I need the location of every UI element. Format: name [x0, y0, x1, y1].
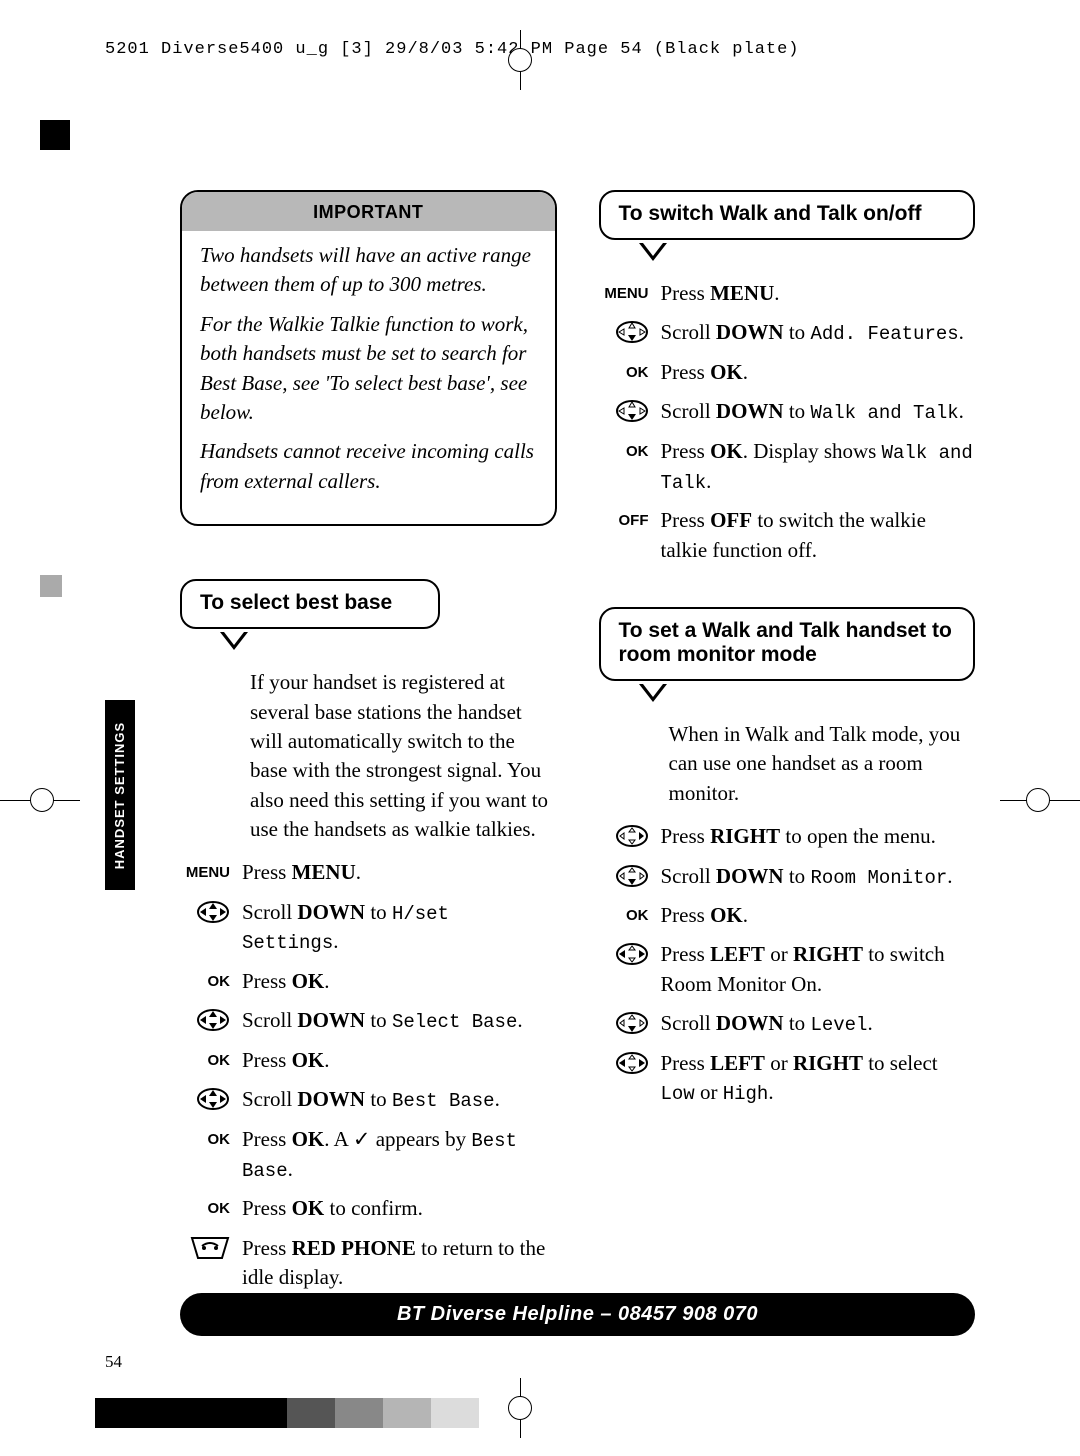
nav-icon: [196, 900, 230, 924]
left-column: IMPORTANT Two handsets will have an acti…: [180, 190, 557, 1302]
nav-icon: [615, 824, 649, 848]
heading-walk-talk: To switch Walk and Talk on/off: [599, 190, 976, 240]
pointer-icon: [639, 684, 667, 702]
menu-key: MENU: [604, 279, 648, 304]
menu-key: MENU: [186, 858, 230, 883]
ok-key: OK: [208, 1194, 231, 1219]
ok-key: OK: [626, 437, 649, 462]
ok-key: OK: [626, 901, 649, 926]
register-mark-left: [0, 770, 80, 830]
ok-key: OK: [626, 358, 649, 383]
section-tab: HANDSET SETTINGS: [105, 700, 135, 890]
nav-icon: [615, 942, 649, 966]
ok-key: OK: [208, 1125, 231, 1150]
nav-icon: [196, 1087, 230, 1111]
page-number: 54: [105, 1352, 122, 1372]
heading-select-base: To select best base: [180, 579, 440, 629]
nav-icon: [615, 864, 649, 888]
important-box: IMPORTANT Two handsets will have an acti…: [180, 190, 557, 526]
ok-key: OK: [208, 967, 231, 992]
important-banner: IMPORTANT: [182, 192, 555, 231]
color-bar: [95, 1398, 479, 1428]
ok-key: OK: [208, 1046, 231, 1071]
right-column: To switch Walk and Talk on/off MENU Pres…: [599, 190, 976, 1302]
heading-room-monitor: To set a Walk and Talk handset to room m…: [599, 607, 976, 681]
right-intro-2: When in Walk and Talk mode, you can use …: [669, 720, 976, 808]
left-intro: If your handset is registered at several…: [250, 668, 557, 844]
pointer-icon: [220, 632, 248, 650]
register-mark-bottom: [480, 1378, 560, 1438]
register-mark-top: [480, 30, 560, 90]
pointer-icon: [639, 243, 667, 261]
footer-helpline: BT Diverse Helpline – 08457 908 070: [180, 1293, 975, 1336]
print-header: 5201 Diverse5400 u_g [3] 29/8/03 5:42 PM…: [105, 40, 800, 59]
nav-icon: [615, 1011, 649, 1035]
crop-mark-grey: [40, 575, 62, 597]
off-key: OFF: [619, 506, 649, 531]
nav-icon: [196, 1008, 230, 1032]
right-steps-1: MENU Press MENU. Scroll DOWN to Add. Fea…: [599, 279, 976, 565]
important-body: Two handsets will have an active range b…: [182, 231, 555, 524]
page-content: IMPORTANT Two handsets will have an acti…: [180, 190, 975, 1302]
register-mark-right: [1000, 770, 1080, 830]
nav-icon: [615, 399, 649, 423]
nav-icon: [615, 1051, 649, 1075]
phone-icon: [190, 1236, 230, 1262]
nav-icon: [615, 320, 649, 344]
crop-mark-sq: [40, 120, 70, 150]
left-steps: MENU Press MENU. Scroll DOWN to H/set Se…: [180, 858, 557, 1292]
right-steps-2: Press RIGHT to open the menu. Scroll DOW…: [599, 822, 976, 1108]
